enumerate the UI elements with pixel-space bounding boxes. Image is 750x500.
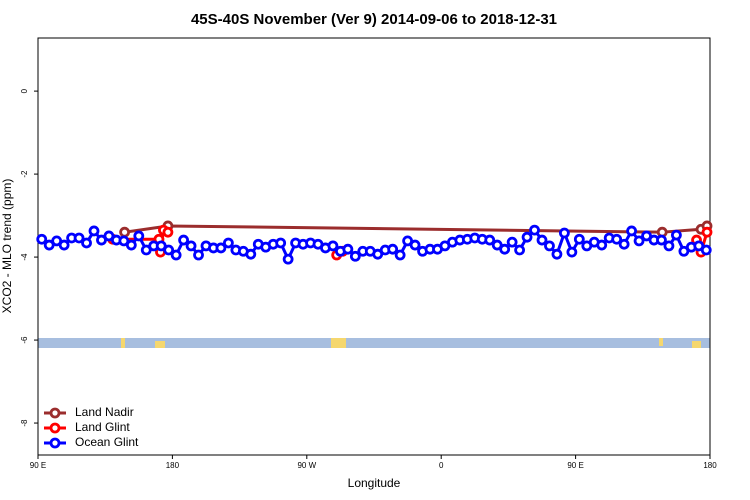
data-point <box>499 243 511 255</box>
data-point <box>678 245 690 257</box>
data-point <box>140 244 152 256</box>
data-point <box>36 233 48 245</box>
data-point <box>342 243 354 255</box>
data-point <box>245 248 257 260</box>
data-point <box>618 238 630 250</box>
data-point <box>119 226 131 238</box>
data-point <box>394 249 406 261</box>
data-point <box>43 239 55 251</box>
data-point <box>125 239 137 251</box>
y-axis-label: XCO2 - MLO trend (ppm) <box>0 179 14 314</box>
data-point <box>596 239 608 251</box>
data-point <box>103 230 115 242</box>
data-point <box>641 230 652 242</box>
legend-marker <box>49 422 61 434</box>
data-point <box>133 230 145 242</box>
data-point <box>327 240 339 252</box>
x-tick-label: 180 <box>703 461 717 470</box>
y-tick-label: -4 <box>20 253 29 261</box>
data-point <box>387 243 399 255</box>
data-point <box>215 242 227 254</box>
series-line <box>124 224 708 234</box>
data-point <box>566 246 578 258</box>
data-point <box>521 231 533 243</box>
data-point <box>559 227 570 239</box>
legend-marker <box>49 407 61 419</box>
data-point <box>544 240 555 252</box>
data-point <box>671 229 682 241</box>
x-tick-label: 0 <box>439 461 444 470</box>
chart-title: 45S-40S November (Ver 9) 2014-09-06 to 2… <box>191 11 557 28</box>
data-point <box>51 235 63 247</box>
data-point <box>193 249 204 261</box>
data-point <box>81 237 92 249</box>
data-point <box>514 244 525 256</box>
data-point <box>170 249 182 261</box>
data-point <box>700 244 712 256</box>
data-point <box>118 235 130 247</box>
data-point <box>633 235 645 247</box>
data-point <box>693 240 705 252</box>
land-mask-patches <box>121 338 701 348</box>
data-point <box>163 244 175 256</box>
data-point <box>349 250 361 262</box>
data-point <box>551 248 563 260</box>
data-point <box>656 234 667 246</box>
data-point <box>491 239 503 251</box>
y-tick-label: -6 <box>20 336 29 344</box>
data-point <box>178 234 190 246</box>
data-point <box>506 236 518 248</box>
x-tick-label: 90 E <box>567 461 583 470</box>
data-point <box>96 234 107 246</box>
legend-label: Land Glint <box>75 420 130 434</box>
data-point <box>536 234 548 246</box>
data-point <box>282 253 294 265</box>
data-point <box>529 224 540 236</box>
x-tick-label: 90 W <box>297 461 316 470</box>
data-point <box>402 235 414 247</box>
y-tick-label: 0 <box>20 88 29 93</box>
data-point <box>185 240 197 252</box>
data-point <box>611 233 623 245</box>
data-point <box>484 234 496 246</box>
data-point <box>155 240 167 252</box>
data-point <box>701 226 713 238</box>
x-axis-label: Longitude <box>348 476 401 490</box>
data-point <box>222 237 234 249</box>
plot-frame <box>37 37 711 456</box>
x-tick-label: 90 E <box>30 461 46 470</box>
data-point <box>58 239 70 251</box>
y-tick-label: -2 <box>20 170 29 178</box>
data-point <box>88 225 100 237</box>
legend-marker <box>49 437 61 449</box>
land-mask-band <box>38 338 710 348</box>
data-point <box>409 239 421 251</box>
y-tick-label: -8 <box>20 419 29 427</box>
data-point <box>626 225 637 237</box>
legend-label: Land Nadir <box>75 405 134 419</box>
data-point <box>162 226 174 238</box>
data-point <box>275 237 287 249</box>
legend-label: Ocean Glint <box>75 435 139 449</box>
data-point <box>573 233 585 245</box>
data-point <box>663 240 675 252</box>
x-tick-label: 180 <box>166 461 180 470</box>
data-point <box>372 248 384 260</box>
data-point <box>73 232 85 244</box>
